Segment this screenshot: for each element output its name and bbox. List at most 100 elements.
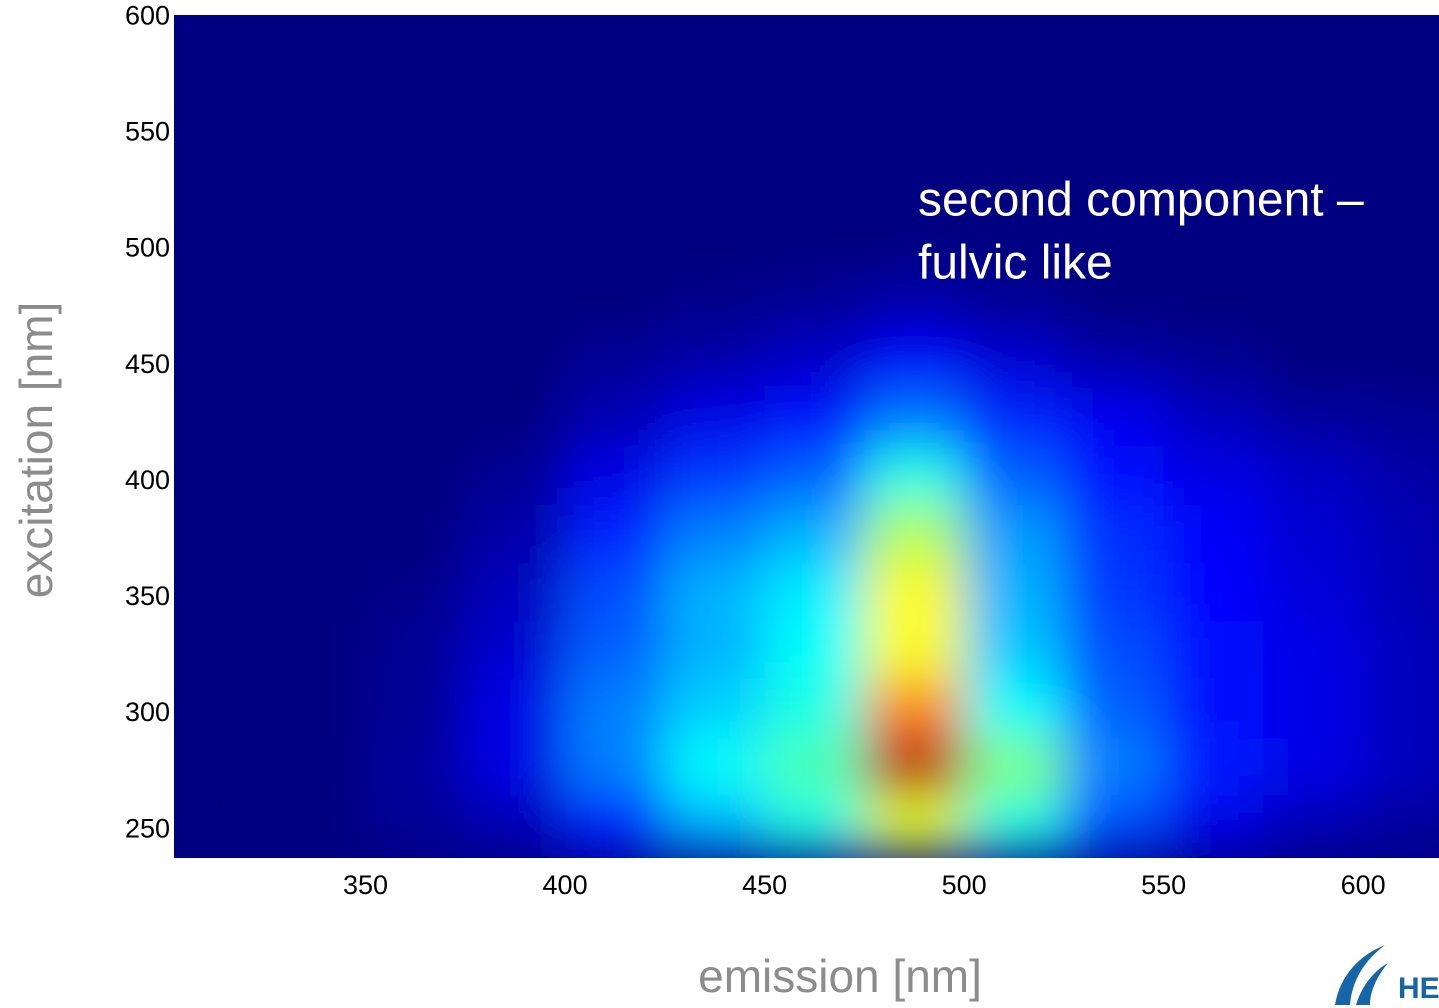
heatmap-cell [174, 737, 267, 796]
heatmap-cell [964, 795, 1065, 854]
heatmap-cell [365, 98, 466, 158]
heatmap-cell [465, 679, 566, 738]
heatmap-cell [1163, 737, 1264, 796]
heatmap-cell [864, 330, 965, 390]
heatmap-cell [864, 40, 965, 100]
annotation: second component – [918, 174, 1364, 227]
y-tick-label: 300 [125, 697, 170, 727]
heatmap-cell [1163, 505, 1264, 564]
heatmap-cell [764, 563, 865, 622]
plot-area [174, 15, 1439, 858]
heatmap-cell [1363, 446, 1439, 506]
heatmap-cell [1063, 621, 1165, 680]
heatmap-cell [764, 98, 865, 158]
heatmap-cell [764, 330, 865, 390]
heatmap-cell [664, 15, 766, 42]
heatmap-cell [1263, 563, 1364, 622]
heatmap-cell [1263, 15, 1364, 42]
heatmap-cell [365, 214, 466, 274]
heatmap-cell [964, 563, 1065, 622]
heatmap-cell [1363, 621, 1439, 680]
heatmap-cell [1263, 737, 1364, 796]
heatmap-cell [265, 795, 367, 854]
logo: HE [1335, 945, 1439, 1005]
heatmap-cell [265, 505, 367, 564]
heatmap-cell [174, 214, 267, 274]
heatmap-cell [1363, 156, 1439, 216]
heatmap-cell [1263, 214, 1364, 274]
heatmap-cell [265, 388, 367, 448]
heatmap-cell [1363, 15, 1439, 42]
heatmap-cell [565, 737, 666, 796]
heatmap-cell [1063, 98, 1165, 158]
heatmap-cell [265, 272, 367, 332]
heatmap-cell [365, 737, 466, 796]
heatmap-cell [265, 621, 367, 680]
heatmap-cell [1063, 795, 1165, 854]
heatmap-cell [964, 156, 1065, 216]
heatmap-cell [565, 679, 666, 738]
heatmap-cell [964, 679, 1065, 738]
heatmap-cell [565, 156, 666, 216]
heatmap-cell [365, 40, 466, 100]
heatmap-cell [664, 214, 766, 274]
heatmap-cell [764, 156, 865, 216]
heatmap-cell [964, 505, 1065, 564]
heatmap-cell [864, 15, 965, 42]
heatmap-cell [465, 621, 566, 680]
heatmap-cell [1263, 98, 1364, 158]
heatmap-cell [1363, 737, 1439, 796]
heatmap-cell [864, 272, 965, 332]
heatmap-cell [365, 446, 466, 506]
heatmap-cell [465, 330, 566, 390]
heatmap-cell [664, 795, 766, 854]
heatmap-cell [465, 214, 566, 274]
heatmap-cell [1163, 40, 1264, 100]
heatmap-cell [565, 214, 666, 274]
heatmap-cell [664, 737, 766, 796]
heatmap-cell [864, 621, 965, 680]
heatmap-cell [1363, 272, 1439, 332]
heatmap-cell [465, 505, 566, 564]
heatmap-cell [764, 737, 865, 796]
heatmap-cell [864, 446, 965, 506]
heatmap-cell [1163, 156, 1264, 216]
heatmap-cell [1363, 795, 1439, 854]
heatmap-cell [664, 98, 766, 158]
x-tick-label: 550 [1141, 870, 1186, 900]
heatmap-cell [964, 214, 1065, 274]
heatmap-cell [174, 40, 267, 100]
annotation: fulvic like [918, 237, 1113, 290]
heatmap-cell [1363, 388, 1439, 448]
heatmap-cell [1063, 272, 1165, 332]
heatmap-cell [565, 795, 666, 854]
heatmap-cell [465, 737, 566, 796]
heatmap-cell [764, 214, 865, 274]
heatmap-cell [1263, 330, 1364, 390]
heatmap-cell [265, 330, 367, 390]
heatmap-cell [964, 446, 1065, 506]
heatmap-cell [1063, 330, 1165, 390]
heatmap-cell [1263, 505, 1364, 564]
heatmap-cell [864, 505, 965, 564]
heatmap-cell [465, 563, 566, 622]
heatmap-cell [174, 795, 267, 854]
heatmap-cell [1063, 737, 1165, 796]
heatmap-cell [1063, 40, 1165, 100]
heatmap-cell [864, 388, 965, 448]
heatmap-cell [1263, 40, 1364, 100]
heatmap-cell [864, 214, 965, 274]
y-tick-label: 550 [125, 117, 170, 147]
heatmap-cell [265, 737, 367, 796]
heatmap-cell [565, 15, 666, 42]
x-axis-label: emission [nm] [698, 950, 982, 1002]
heatmap-cell [664, 621, 766, 680]
heatmap-cell [1163, 679, 1264, 738]
heatmap-cell [764, 679, 865, 738]
heatmap-cell [265, 214, 367, 274]
heatmap-cell [365, 621, 466, 680]
heatmap-cell [465, 446, 566, 506]
heatmap-cell [1063, 15, 1165, 42]
heatmap-cell [1263, 446, 1364, 506]
heatmap-cell [664, 505, 766, 564]
